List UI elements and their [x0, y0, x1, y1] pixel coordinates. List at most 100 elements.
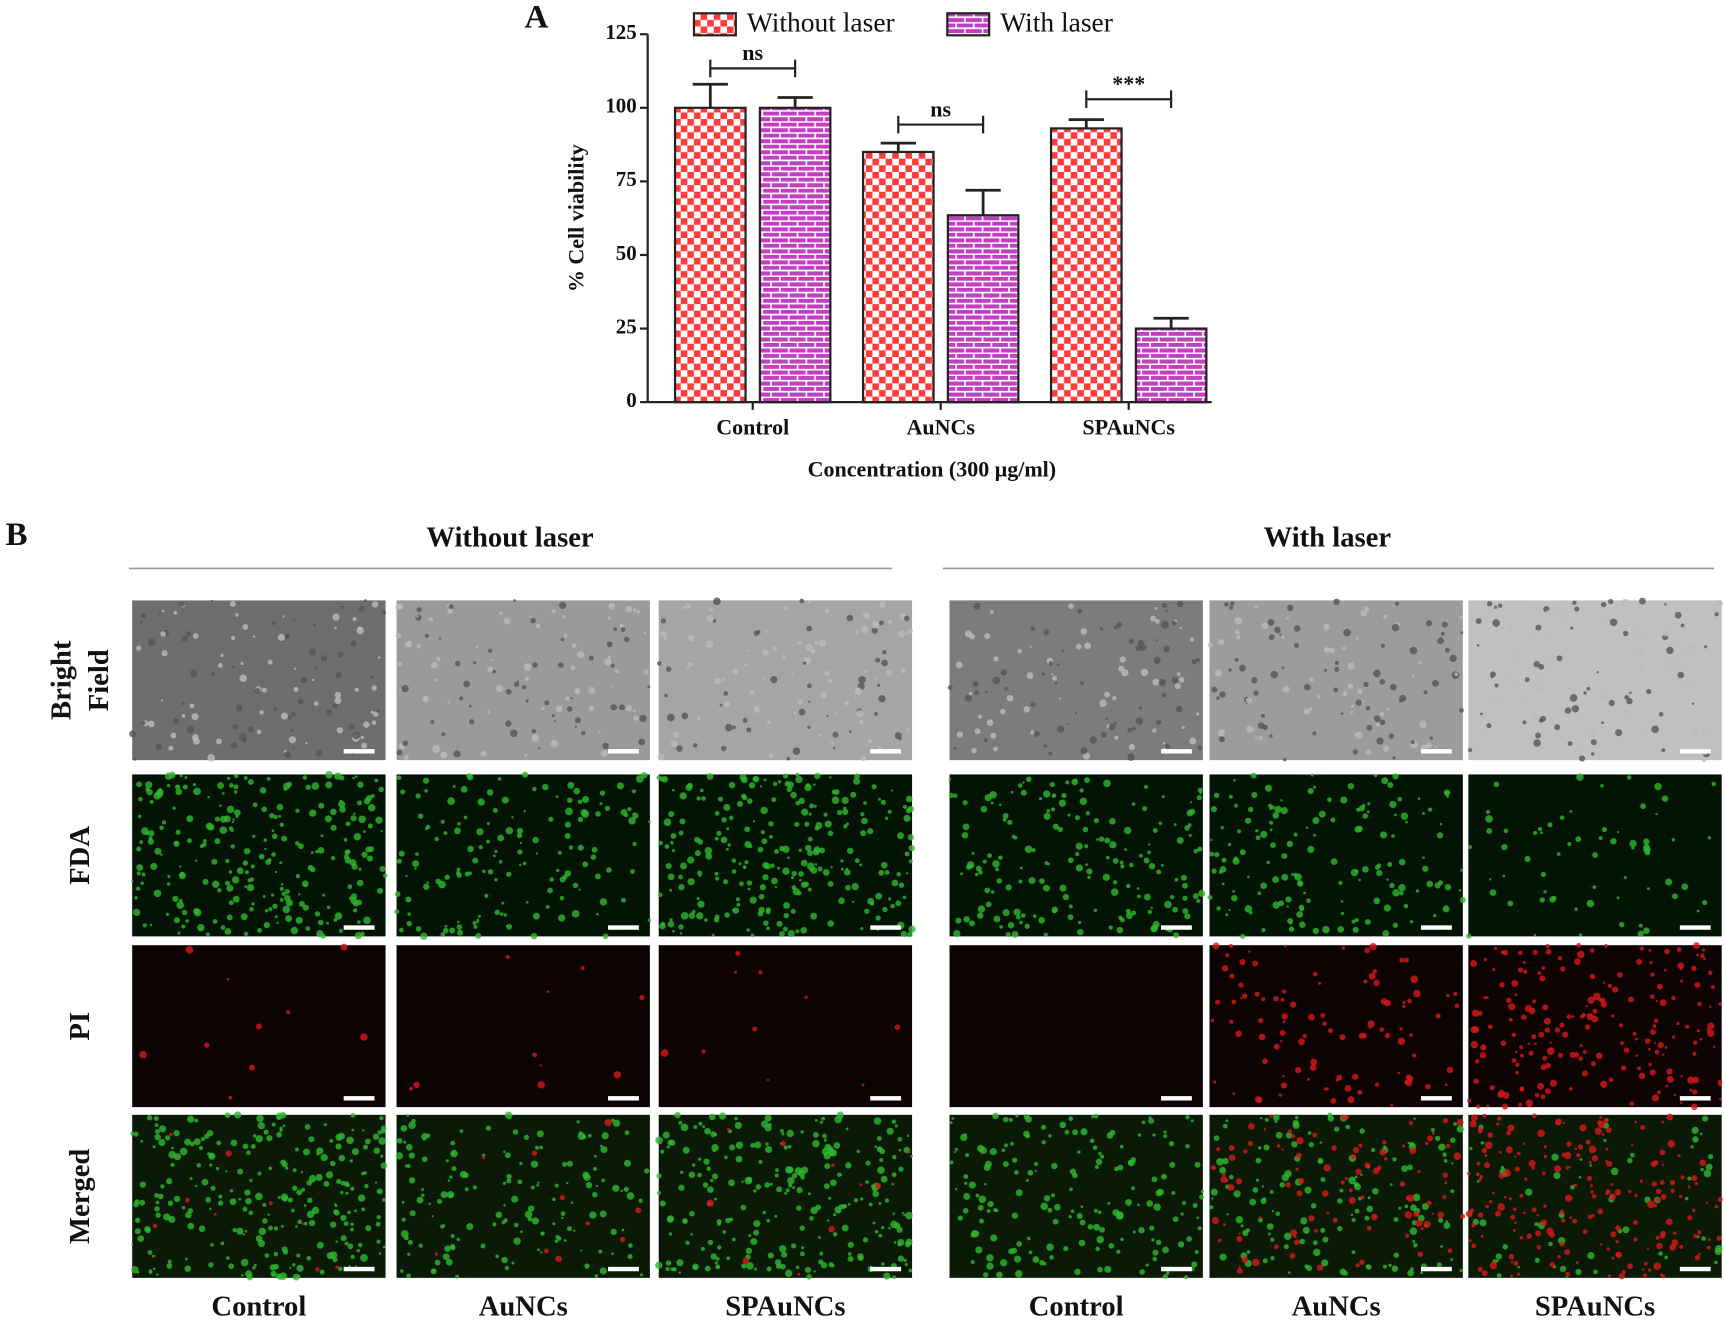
cell [814, 772, 821, 780]
cell [1332, 1217, 1338, 1223]
cell [1562, 608, 1566, 612]
cell [1192, 893, 1199, 899]
cell [1549, 1261, 1555, 1268]
cell [1161, 795, 1165, 799]
cell [903, 1213, 906, 1216]
cell [1654, 1197, 1660, 1203]
cell [1330, 1098, 1337, 1104]
cell [1049, 781, 1055, 788]
column-label: SPAuNCs [1535, 1290, 1655, 1322]
significance-bracket [1085, 90, 1173, 109]
micrograph [394, 771, 652, 940]
cell [1554, 604, 1561, 611]
cell [316, 929, 324, 938]
cell [487, 869, 494, 875]
cell [350, 1186, 355, 1191]
cell [857, 1255, 864, 1262]
cell [1213, 1135, 1220, 1141]
cell [531, 728, 537, 734]
cell [1019, 920, 1023, 925]
bar [946, 214, 1020, 404]
cell [905, 795, 913, 803]
cell [762, 649, 769, 656]
cell [1397, 796, 1403, 802]
cell [1569, 1051, 1576, 1058]
cell [1514, 1166, 1520, 1172]
cell [671, 788, 675, 792]
cell [227, 776, 231, 780]
cell [1234, 617, 1243, 625]
cell [1618, 1023, 1623, 1028]
cell [349, 859, 357, 867]
cell [167, 1200, 174, 1206]
cell [1592, 852, 1598, 858]
cell [723, 879, 729, 885]
cell [173, 917, 181, 924]
cell [1480, 1141, 1485, 1145]
cell [1210, 1018, 1215, 1023]
cell [1236, 1190, 1240, 1194]
cell [136, 886, 141, 891]
cell [692, 1163, 696, 1167]
cell [1643, 838, 1650, 845]
x-tick-label: SPAuNCs [1082, 415, 1175, 440]
cell [1392, 756, 1396, 760]
cell [607, 616, 612, 621]
cell [1368, 972, 1376, 980]
cell [818, 733, 822, 737]
micrograph-bg [658, 600, 913, 761]
cell [1261, 1185, 1265, 1188]
cell [891, 879, 899, 887]
cell [1627, 1263, 1634, 1270]
cell [244, 1230, 248, 1233]
cell [844, 700, 850, 706]
cell [1379, 1148, 1387, 1156]
cell [1393, 1217, 1399, 1223]
cell [1606, 1160, 1613, 1167]
cell [678, 924, 684, 930]
cell [255, 1192, 263, 1201]
cell [1379, 679, 1386, 685]
cell [812, 848, 820, 856]
cell [881, 1262, 885, 1266]
cell [990, 1234, 998, 1242]
cell [1373, 773, 1378, 778]
cell [1261, 622, 1269, 630]
cell [1287, 1129, 1293, 1134]
cell [1323, 1087, 1328, 1091]
cell [904, 1262, 908, 1267]
cell [1075, 842, 1083, 850]
cell [819, 1120, 823, 1124]
cell [1154, 606, 1158, 610]
cell [1260, 882, 1268, 890]
cell [1413, 1242, 1418, 1248]
cell [153, 889, 162, 898]
cell [358, 867, 362, 871]
cell [1077, 1150, 1081, 1154]
cell [377, 1130, 383, 1135]
cell [1041, 672, 1045, 676]
cell [189, 1177, 193, 1181]
cell [305, 741, 308, 745]
cell [1551, 1153, 1559, 1161]
cell [290, 1208, 295, 1213]
cell [1398, 883, 1406, 892]
cell [417, 813, 424, 819]
cell [769, 834, 773, 839]
cell [678, 884, 685, 891]
cell [287, 715, 292, 720]
cell [760, 830, 765, 835]
cell [1647, 1200, 1655, 1209]
cell [499, 912, 504, 916]
cell [164, 772, 173, 780]
cell [665, 666, 672, 672]
cell [1620, 1041, 1624, 1046]
cell [875, 915, 881, 921]
cell [1676, 947, 1682, 952]
cell [1080, 1205, 1084, 1208]
cell [1590, 1061, 1597, 1067]
cell [1316, 1264, 1324, 1271]
cell [865, 1160, 871, 1166]
cell [1667, 1140, 1675, 1148]
micrograph [1465, 1113, 1723, 1280]
